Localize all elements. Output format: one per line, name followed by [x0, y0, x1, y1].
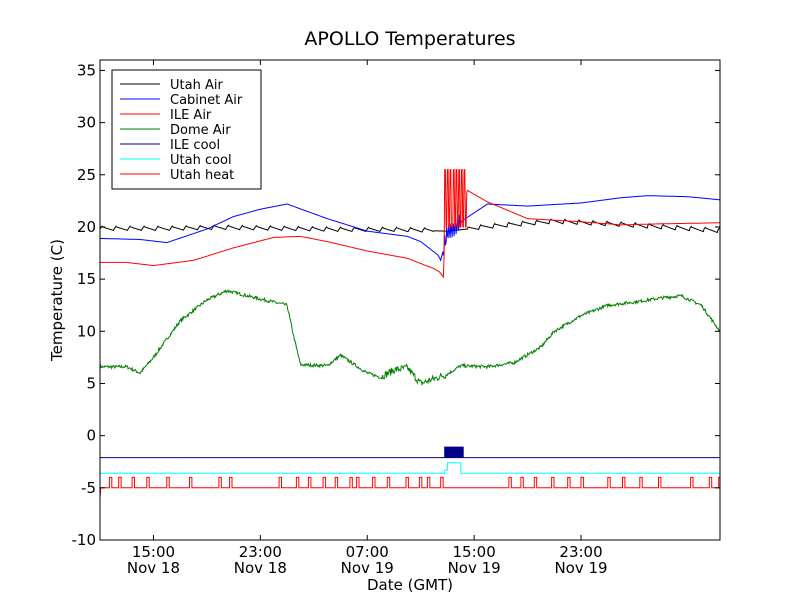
- series-line-dome-air: [100, 289, 720, 386]
- y-tick-label: 20: [77, 218, 96, 236]
- series-line-utah-air: [100, 218, 720, 234]
- legend-label: Utah Air: [170, 78, 223, 93]
- y-axis-label: Temperature (C): [48, 239, 66, 362]
- x-tick-date-label: Nov 18: [234, 559, 287, 577]
- legend-label: Cabinet Air: [170, 93, 243, 108]
- y-tick-label: -5: [81, 479, 96, 497]
- y-tick-label: 35: [77, 61, 96, 79]
- legend-label: Utah cool: [170, 153, 232, 168]
- x-tick-time-label: 15:00: [132, 543, 175, 561]
- y-tick-label: 25: [77, 166, 96, 184]
- series-line-ile-cool: [100, 446, 720, 459]
- x-tick-time-label: 23:00: [239, 543, 282, 561]
- plot-frame: [99, 59, 721, 541]
- y-tick-label: 0: [86, 427, 96, 445]
- chart-title: APOLLO Temperatures: [304, 28, 515, 50]
- y-tick-label: -10: [72, 531, 97, 549]
- x-axis-label: Date (GMT): [367, 576, 453, 594]
- x-tick-date-label: Nov 18: [127, 559, 180, 577]
- legend-label: ILE cool: [170, 138, 220, 153]
- y-tick-label: 30: [77, 114, 96, 132]
- series-line-utah-heat: [100, 476, 720, 499]
- x-tick-date-label: Nov 19: [554, 559, 607, 577]
- x-tick-time-label: 15:00: [453, 543, 496, 561]
- legend-label: Dome Air: [170, 123, 231, 138]
- series-line-cabinet-air: [100, 195, 720, 262]
- x-tick-time-label: 07:00: [346, 543, 389, 561]
- series-line-ile-air: [100, 169, 720, 279]
- legend-label: ILE Air: [170, 108, 212, 123]
- x-tick-time-label: 23:00: [559, 543, 602, 561]
- legend-label: Utah heat: [170, 168, 234, 183]
- series-line-utah-cool: [100, 462, 720, 474]
- x-tick-date-label: Nov 19: [448, 559, 501, 577]
- x-tick-date-label: Nov 19: [341, 559, 394, 577]
- y-tick-label: 5: [86, 374, 96, 392]
- y-tick-label: 10: [77, 322, 96, 340]
- y-tick-label: 15: [77, 270, 96, 288]
